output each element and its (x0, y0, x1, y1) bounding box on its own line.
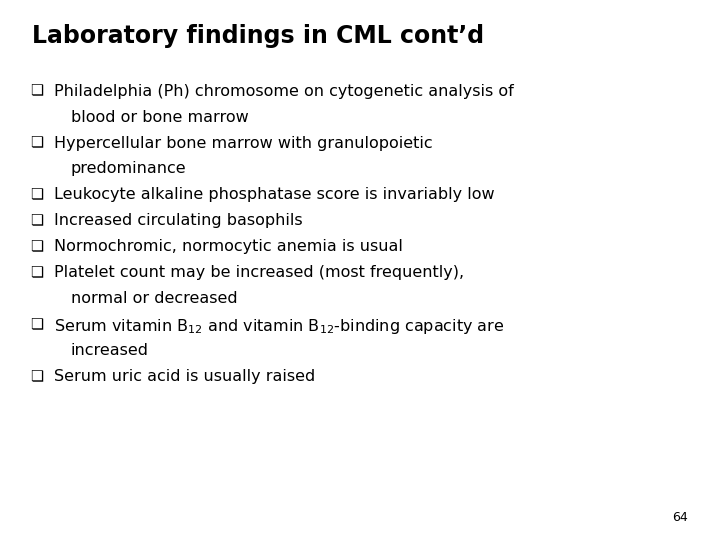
Text: predominance: predominance (71, 161, 186, 177)
Text: ❏: ❏ (30, 369, 43, 384)
Text: ❏: ❏ (30, 136, 43, 151)
Text: normal or decreased: normal or decreased (71, 291, 237, 306)
Text: Normochromic, normocytic anemia is usual: Normochromic, normocytic anemia is usual (54, 239, 403, 254)
Text: 64: 64 (672, 511, 688, 524)
Text: ❏: ❏ (30, 213, 43, 228)
Text: blood or bone marrow: blood or bone marrow (71, 110, 248, 125)
Text: Leukocyte alkaline phosphatase score is invariably low: Leukocyte alkaline phosphatase score is … (54, 187, 495, 202)
Text: Philadelphia (Ph) chromosome on cytogenetic analysis of: Philadelphia (Ph) chromosome on cytogene… (54, 84, 514, 99)
Text: ❏: ❏ (30, 187, 43, 202)
Text: Serum uric acid is usually raised: Serum uric acid is usually raised (54, 369, 315, 384)
Text: ❏: ❏ (30, 317, 43, 332)
Text: ❏: ❏ (30, 239, 43, 254)
Text: Increased circulating basophils: Increased circulating basophils (54, 213, 302, 228)
Text: ❏: ❏ (30, 265, 43, 280)
Text: increased: increased (71, 343, 148, 358)
Text: ❏: ❏ (30, 84, 43, 99)
Text: Hypercellular bone marrow with granulopoietic: Hypercellular bone marrow with granulopo… (54, 136, 433, 151)
Text: Serum vitamin B$_{12}$ and vitamin B$_{12}$-binding capacity are: Serum vitamin B$_{12}$ and vitamin B$_{1… (54, 317, 505, 336)
Text: Laboratory findings in CML cont’d: Laboratory findings in CML cont’d (32, 24, 485, 48)
Text: Platelet count may be increased (most frequently),: Platelet count may be increased (most fr… (54, 265, 464, 280)
